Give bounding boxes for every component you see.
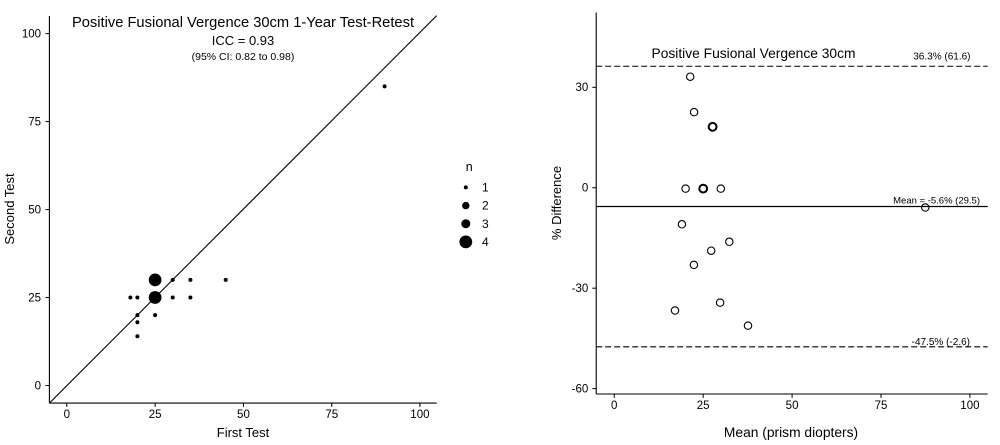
- svg-text:Mean = -5.6% (29.5): Mean = -5.6% (29.5): [893, 195, 980, 206]
- svg-text:0: 0: [35, 380, 41, 392]
- svg-text:Positive Fusional Vergence 30c: Positive Fusional Vergence 30cm 1-Year T…: [72, 15, 414, 31]
- svg-text:100: 100: [410, 409, 429, 421]
- svg-text:-47.5% (-2.6): -47.5% (-2.6): [912, 337, 970, 348]
- svg-text:3: 3: [482, 217, 489, 231]
- svg-text:n: n: [466, 160, 473, 174]
- svg-text:4: 4: [482, 235, 489, 249]
- svg-text:ICC = 0.93: ICC = 0.93: [212, 33, 275, 48]
- svg-text:0: 0: [611, 400, 617, 412]
- svg-text:Second Test: Second Test: [2, 173, 17, 245]
- svg-text:25: 25: [28, 292, 41, 304]
- svg-text:75: 75: [875, 400, 888, 412]
- svg-text:50: 50: [28, 204, 41, 216]
- svg-text:0: 0: [64, 409, 70, 421]
- svg-text:Positive Fusional Vergence 30c: Positive Fusional Vergence 30cm: [652, 46, 856, 61]
- svg-text:% Difference: % Difference: [549, 166, 564, 240]
- svg-text:75: 75: [28, 116, 41, 128]
- svg-text:25: 25: [149, 409, 162, 421]
- svg-text:50: 50: [237, 409, 250, 421]
- svg-text:30: 30: [576, 82, 589, 94]
- svg-text:100: 100: [22, 28, 41, 40]
- svg-text:-60: -60: [572, 383, 589, 395]
- svg-text:1: 1: [482, 181, 489, 195]
- svg-text:(95% CI: 0.82 to 0.98): (95% CI: 0.82 to 0.98): [192, 51, 295, 63]
- svg-text:75: 75: [325, 409, 338, 421]
- svg-text:2: 2: [482, 199, 489, 213]
- svg-text:100: 100: [960, 400, 979, 412]
- svg-text:25: 25: [697, 400, 710, 412]
- svg-text:36.3% (61.6): 36.3% (61.6): [913, 52, 970, 63]
- svg-text:-30: -30: [572, 283, 589, 295]
- svg-text:Mean (prism diopters): Mean (prism diopters): [724, 425, 858, 440]
- svg-text:0: 0: [582, 183, 588, 195]
- svg-text:First Test: First Test: [217, 425, 270, 440]
- svg-text:50: 50: [786, 400, 799, 412]
